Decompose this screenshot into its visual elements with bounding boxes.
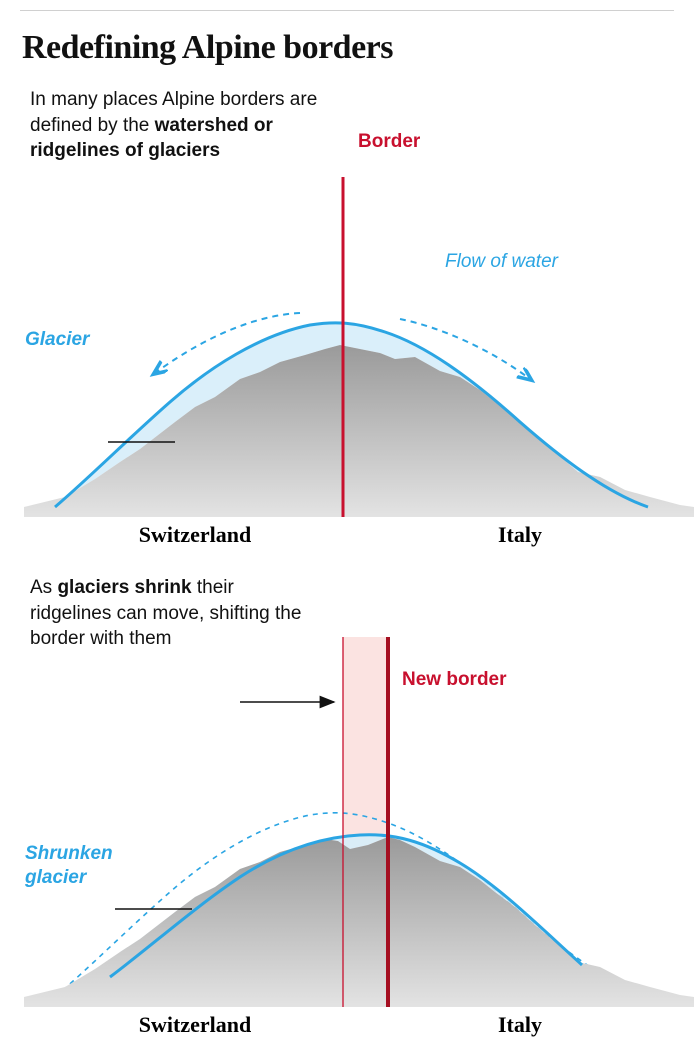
panel1-explainer: In many places Alpine borders are define…: [30, 87, 320, 164]
glacier-label-2: Shrunkenglacier: [25, 842, 113, 890]
country-left-1: Switzerland: [139, 522, 251, 547]
top-divider: [20, 10, 674, 11]
border-label-2: New border: [402, 669, 507, 691]
panel2-explainer: As glaciers shrink their ridgelines can …: [30, 575, 320, 652]
country-right-1: Italy: [498, 522, 542, 547]
panel-1: Switzerland Italy In many places Alpine …: [0, 77, 694, 547]
glacier-label-1: Glacier: [25, 329, 89, 351]
page-title: Redefining Alpine borders: [22, 29, 672, 67]
panel-2: Switzerland Italy As glaciers shrink the…: [0, 567, 694, 1037]
panel2-explainer-bold: glaciers shrink: [57, 577, 191, 598]
panel2-explainer-p1a: As: [30, 577, 57, 598]
flow-label: Flow of water: [445, 251, 558, 273]
country-right-2: Italy: [498, 1012, 542, 1037]
country-left-2: Switzerland: [139, 1012, 251, 1037]
border-label-1: Border: [358, 131, 420, 153]
mountain-shape-2: [24, 837, 694, 1007]
mountain-shape: [24, 345, 694, 517]
